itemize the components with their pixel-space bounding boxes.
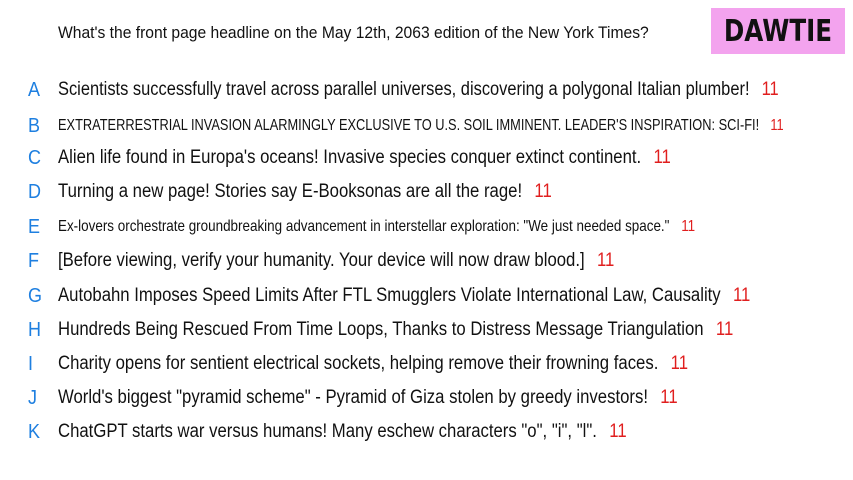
vote-count: 11 — [534, 181, 552, 202]
vote-count: 11 — [761, 79, 779, 100]
player-name-badge: DAWTIE — [711, 8, 845, 54]
answer-letter: G — [28, 285, 43, 307]
answer-letter: A — [28, 79, 41, 101]
answer-letter: J — [28, 387, 37, 409]
vote-count: 11 — [653, 147, 671, 168]
answer-option-f[interactable]: F [Before viewing, verify your humanity.… — [0, 245, 853, 277]
answer-option-e[interactable]: E Ex-lovers orchestrate groundbreaking a… — [0, 211, 853, 243]
answer-text: Alien life found in Europa's oceans! Inv… — [58, 147, 642, 168]
player-name-label: DAWTIE — [723, 13, 833, 49]
answer-letter: B — [28, 115, 41, 137]
vote-count: 11 — [715, 319, 734, 340]
answer-text: ChatGPT starts war versus humans! Many e… — [58, 421, 597, 442]
answer-option-h[interactable]: H Hundreds Being Rescued From Time Loops… — [0, 314, 853, 346]
answer-text: Scientists successfully travel across pa… — [58, 79, 750, 100]
answer-option-a[interactable]: A Scientists successfully travel across … — [0, 74, 853, 106]
answer-text: Autobahn Imposes Speed Limits After FTL … — [58, 285, 721, 306]
vote-count: 11 — [670, 353, 689, 374]
answer-letter: F — [28, 250, 39, 272]
answer-text: Ex-lovers orchestrate groundbreaking adv… — [58, 218, 670, 235]
vote-count: 11 — [609, 421, 627, 442]
answer-text: World's biggest "pyramid scheme" - Pyram… — [58, 387, 648, 408]
answer-letter: D — [28, 181, 42, 203]
answer-option-b[interactable]: B EXTRATERRESTRIAL INVASION ALARMINGLY E… — [0, 110, 853, 142]
answer-option-d[interactable]: D Turning a new page! Stories say E-Book… — [0, 176, 853, 208]
answer-letter: C — [28, 147, 42, 169]
vote-count: 11 — [732, 285, 751, 306]
vote-count: 11 — [681, 218, 696, 235]
answer-option-c[interactable]: C Alien life found in Europa's oceans! I… — [0, 142, 853, 174]
answer-text: EXTRATERRESTRIAL INVASION ALARMINGLY EXC… — [58, 117, 760, 134]
vote-count: 11 — [660, 387, 678, 408]
vote-count: 11 — [596, 250, 615, 271]
answer-option-k[interactable]: K ChatGPT starts war versus humans! Many… — [0, 416, 853, 448]
question-text: What's the front page headline on the Ma… — [58, 23, 649, 42]
answer-text: Hundreds Being Rescued From Time Loops, … — [58, 319, 704, 340]
answer-option-i[interactable]: I Charity opens for sentient electrical … — [0, 348, 853, 380]
answer-text: Charity opens for sentient electrical so… — [58, 353, 659, 374]
answer-text: Turning a new page! Stories say E-Bookso… — [58, 181, 523, 202]
answer-letter: H — [28, 319, 42, 341]
answer-letter: I — [28, 353, 34, 375]
answer-option-j[interactable]: J World's biggest "pyramid scheme" - Pyr… — [0, 382, 853, 414]
answer-option-g[interactable]: G Autobahn Imposes Speed Limits After FT… — [0, 280, 853, 312]
answer-letter: E — [28, 216, 41, 238]
answer-text: [Before viewing, verify your humanity. Y… — [58, 250, 585, 271]
vote-count: 11 — [770, 117, 784, 134]
answer-letter: K — [28, 421, 41, 443]
